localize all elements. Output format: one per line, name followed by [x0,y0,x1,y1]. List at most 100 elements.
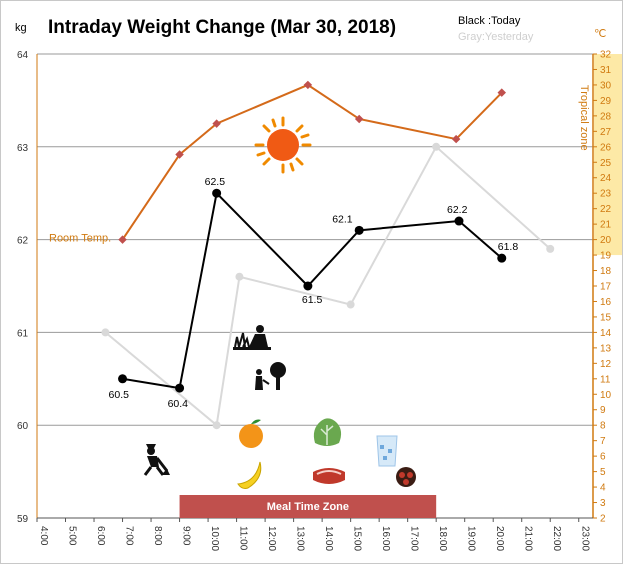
yesterday-point [212,421,221,430]
yesterday-line [104,145,551,428]
legend-yesterday: Gray:Yesterday [458,31,534,43]
x-tick-label: 5:00 [67,526,78,546]
banana-icon [237,461,262,489]
y-right-tick-label: 32 [600,50,612,61]
today-line [122,191,503,390]
y-right-tick-label: 20 [600,235,612,246]
y-left-tick-label: 64 [17,50,29,61]
x-tick-label: 8:00 [152,526,163,546]
today-data-label: 60.4 [168,398,189,410]
x-tick-label: 21:00 [523,526,534,551]
today-data-label: 62.5 [205,176,226,188]
today-data-label: 62.2 [447,204,468,216]
y-right-tick-label: 8 [600,421,606,432]
tick-labels: 5960616263642345678910111213141516171819… [17,50,612,552]
y-right-tick-label: 15 [600,312,612,323]
x-tick-label: 16:00 [380,526,391,551]
y-right-tick-label: 23 [600,189,612,200]
y-left-tick-label: 62 [17,236,29,247]
y-right-tick-label: 21 [600,220,612,231]
tropical-zone-band [594,54,622,256]
temperature-point [118,235,127,244]
x-tick-label: 10:00 [209,526,220,551]
y-right-tick-label: 14 [600,328,612,339]
temperature-point [497,88,507,97]
y-right-tick-label: 22 [600,204,612,215]
y-right-tick-label: 3 [600,498,606,509]
y-right-tick-label: 16 [600,297,612,308]
legend-today: Black :Today [458,15,521,27]
y-left-tick-label: 61 [17,328,29,339]
sun-icon [254,116,312,174]
watering-tree-icon [255,362,286,390]
y-right-tick-label: 25 [600,158,612,169]
chart-title: Intraday Weight Change (Mar 30, 2018) [48,17,396,38]
dessert-icon [396,467,416,487]
temperature-line [121,83,503,241]
y-left-tick-label: 59 [17,514,29,525]
x-tick-label: 17:00 [409,526,420,551]
y-right-tick-label: 6 [600,452,606,463]
y-right-tick-label: 5 [600,467,606,478]
yesterday-point [546,244,555,253]
y-right-tick-label: 29 [600,96,612,107]
meal-time-zone-bar [179,495,437,518]
x-tick-label: 4:00 [38,526,49,546]
gardening-icon [233,325,271,350]
y-right-tick-label: 17 [600,282,612,293]
x-tick-label: 23:00 [580,526,591,551]
water-glass-icon [376,435,398,467]
y-left-tick-label: 60 [17,421,29,432]
x-tick-label: 12:00 [266,526,277,551]
y-right-tick-label: 28 [600,111,612,122]
orange-icon [239,419,263,448]
x-tick-label: 7:00 [124,526,135,546]
y-right-tick-label: 11 [600,374,611,385]
yesterday-point [235,272,244,281]
temperature-point [451,134,461,144]
x-tick-label: 9:00 [181,526,192,546]
x-tick-label: 11:00 [238,526,249,551]
today-point [175,383,185,393]
y-right-tick-label: 4 [600,483,606,494]
y-right-tick-label: 24 [600,173,612,184]
x-tick-label: 13:00 [295,526,306,551]
axes [36,54,594,519]
x-tick-label: 14:00 [323,526,334,551]
series-layer: 60.5 60.4 62.5 61.5 62.1 62.2 61.8 [101,80,555,430]
y-right-tick-label: 10 [600,390,612,401]
y-right-tick-label: 9 [600,405,606,416]
today-point [303,281,313,291]
y-right-tick-label: 19 [600,251,612,262]
room-temp-label: Room Temp. [49,233,111,245]
today-point [354,225,364,235]
lettuce-icon [313,418,342,446]
yesterday-point [101,328,110,337]
right-axis-unit: ℃ [594,28,606,40]
left-axis-unit: kg [15,22,27,34]
tropical-zone-label: Tropical zone [578,85,590,151]
yesterday-point [432,142,441,151]
x-tick-label: 6:00 [95,526,106,546]
today-data-label: 61.5 [302,294,323,306]
today-data-label: 61.8 [498,241,519,253]
y-left-tick-label: 63 [17,143,29,154]
x-tick-label: 19:00 [466,526,477,551]
meal-time-zone-label: Meal Time Zone [267,501,349,513]
y-right-tick-label: 26 [600,142,612,153]
y-right-tick-label: 7 [600,436,606,447]
meat-icon [313,468,345,484]
temperature-point [354,114,364,124]
temperature-point [303,80,313,90]
today-point [212,188,222,198]
y-right-tick-label: 2 [600,514,606,525]
today-point [118,374,128,384]
yesterday-point [346,300,355,309]
today-point [497,253,507,263]
y-right-tick-label: 18 [600,266,612,277]
y-right-tick-label: 12 [600,359,612,370]
today-point [454,216,464,226]
x-tick-label: 15:00 [352,526,363,551]
